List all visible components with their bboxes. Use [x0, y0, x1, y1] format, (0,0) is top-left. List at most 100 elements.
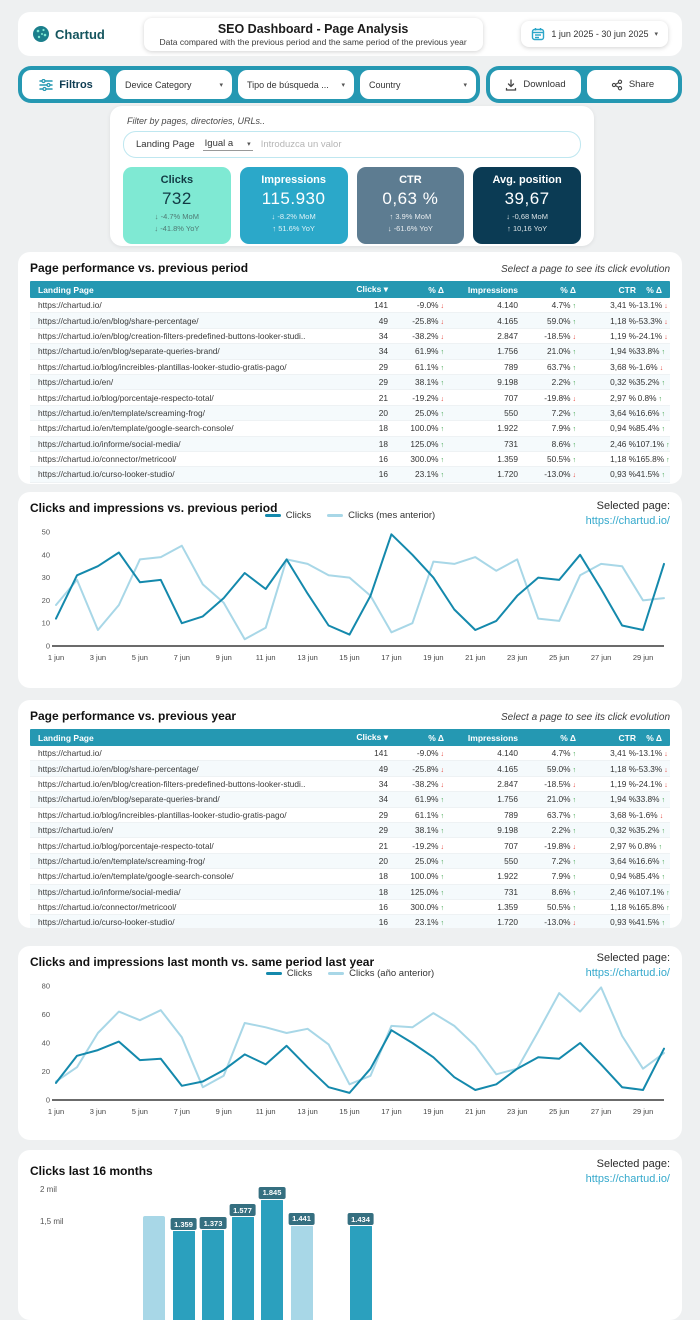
table-row[interactable]: https://chartud.io/connector/metricool/1… — [30, 900, 670, 916]
table-row[interactable]: https://chartud.io/informe/social-media/… — [30, 436, 670, 452]
arrow-up-icon: ↑ — [572, 812, 577, 820]
table-row[interactable]: https://chartud.io/curso-looker-studio/1… — [30, 915, 670, 928]
x-tick-label: 25 jun — [549, 1107, 569, 1116]
device-category-dropdown[interactable]: Device Category ▾ — [116, 70, 232, 99]
column-header[interactable]: CTR — [618, 284, 636, 295]
table-header-row[interactable]: Landing Page Clicks ▾ % Δ Impressions % Δ CTR… — [30, 281, 670, 298]
landing-page-input[interactable]: Introduzca un valor — [260, 139, 342, 150]
table-row[interactable]: https://chartud.io/en/template/screaming… — [30, 853, 670, 870]
chevron-down-icon: ▾ — [247, 140, 251, 148]
column-header[interactable]: Clicks ▾ — [356, 284, 388, 294]
table-row[interactable]: https://chartud.io/en/template/screaming… — [30, 405, 670, 422]
bar-value-label: 1.434 — [346, 1212, 375, 1227]
table-body: https://chartud.io/141 -9.0% ↓ 4.140 4.7% ↑ 3,… — [30, 746, 670, 928]
table-row[interactable]: https://chartud.io/en/template/google-se… — [30, 421, 670, 437]
x-tick-label: 5 jun — [132, 1107, 148, 1116]
table-row[interactable]: https://chartud.io/en/blog/share-percent… — [30, 761, 670, 777]
column-header[interactable]: Clicks ▾ — [356, 732, 388, 742]
landing-page-url: https://chartud.io/en/template/screaming… — [38, 855, 205, 866]
table-row[interactable]: https://chartud.io/en/blog/creation-filt… — [30, 777, 670, 793]
landing-page-url: https://chartud.io/en/blog/share-percent… — [38, 315, 199, 326]
column-header[interactable]: Landing Page — [38, 284, 94, 295]
legend-swatch-previous-year — [328, 971, 345, 975]
landing-page-url: https://chartud.io/blog/increibles-plant… — [38, 361, 287, 372]
arrow-up-icon: ↑ — [661, 858, 666, 866]
download-button[interactable]: Download — [490, 70, 581, 99]
arrow-up-icon: ↑ — [572, 364, 577, 372]
chart2-legend: Clicks Clicks (año anterior) — [30, 968, 670, 979]
selected-page-link[interactable]: https://chartud.io/ — [585, 515, 670, 527]
report-title-box: SEO Dashboard - Page Analysis Data compa… — [143, 17, 483, 51]
operator-dropdown[interactable]: Igual a ▾ — [202, 138, 253, 151]
column-header[interactable]: % Δ — [428, 732, 444, 743]
table-row[interactable]: https://chartud.io/informe/social-media/… — [30, 884, 670, 900]
table-row[interactable]: https://chartud.io/en/template/google-se… — [30, 869, 670, 885]
column-header[interactable]: Impressions — [467, 732, 518, 743]
table-row[interactable]: https://chartud.io/blog/increibles-plant… — [30, 808, 670, 823]
table-header-row[interactable]: Landing Page Clicks ▾ % Δ Impressions % Δ CTR… — [30, 729, 670, 746]
landing-page-url: https://chartud.io/blog/increibles-plant… — [38, 809, 287, 820]
line-chart-previous-period[interactable]: 0 10 20 30 40 50 1 jun 3 jun 5 jun 7 jun 9 jun 11 j… — [30, 526, 670, 678]
series-clicks — [55, 533, 665, 636]
date-range-picker[interactable]: 1 jun 2025 - 30 jun 2025 ▾ — [521, 21, 668, 47]
arrow-up-icon: ↑ — [572, 858, 577, 866]
table-row[interactable]: https://chartud.io/curso-looker-studio/1… — [30, 467, 670, 483]
arrow-up-icon: ↑ — [572, 303, 577, 311]
country-dropdown[interactable]: Country ▾ — [360, 70, 476, 99]
arrow-down-icon: ↓ — [572, 920, 577, 928]
column-header[interactable]: % Δ — [560, 284, 576, 295]
column-header[interactable]: CTR — [618, 732, 636, 743]
filtros-button[interactable]: Filtros — [22, 70, 110, 99]
landing-page-url: https://chartud.io/blog/porcentaje-respe… — [38, 840, 214, 851]
table-row[interactable]: https://chartud.io/blog/porcentaje-respe… — [30, 390, 670, 406]
selected-page-link[interactable]: https://chartud.io/ — [585, 1173, 670, 1185]
arrow-down-icon: ↓ — [440, 303, 445, 311]
legend-swatch-clicks — [265, 971, 282, 975]
table-row[interactable]: https://chartud.io/141 -9.0% ↓ 4.140 4.7% ↑ 3,… — [30, 298, 670, 314]
selected-page-link[interactable]: https://chartud.io/ — [585, 967, 670, 979]
table-row[interactable]: https://chartud.io/en/29 38.1% ↑ 9.198 2.2% ↑… — [30, 374, 670, 391]
x-tick-label: 7 jun — [174, 1107, 190, 1116]
landing-page-url: https://chartud.io/ — [38, 300, 102, 311]
landing-page-url: https://chartud.io/en/blog/separate-quer… — [38, 346, 220, 357]
arrow-down-icon: ↓ — [572, 395, 577, 403]
table-row[interactable]: https://chartud.io/141 -9.0% ↓ 4.140 4.7% ↑ 3,… — [30, 746, 670, 762]
table-row[interactable]: https://chartud.io/connector/metricool/1… — [30, 452, 670, 468]
column-header[interactable]: % Δ — [428, 284, 444, 295]
y-tick-label: 40 — [42, 550, 50, 559]
line-chart-previous-year[interactable]: 0 20 40 60 80 1 jun 3 jun 5 jun 7 jun 9 jun 11 jun… — [30, 980, 670, 1132]
actions-bar: Download Share — [486, 66, 682, 103]
filter-note: Filter by pages, directories, URLs.. — [127, 116, 266, 126]
sliders-icon — [39, 78, 53, 91]
column-header[interactable]: % Δ — [646, 284, 662, 295]
column-header[interactable]: % Δ — [560, 732, 576, 743]
landing-page-url: https://chartud.io/connector/metricool/ — [38, 902, 177, 913]
search-type-dropdown[interactable]: Tipo de búsqueda ... ▾ — [238, 70, 354, 99]
table-row[interactable]: https://chartud.io/en/blog/separate-quer… — [30, 344, 670, 360]
landing-page-url: https://chartud.io/en/ — [38, 825, 114, 836]
x-tick-label: 29 jun — [633, 1107, 653, 1116]
column-header[interactable]: Impressions — [467, 284, 518, 295]
bar-value-label: 1.373 — [198, 1216, 228, 1231]
table-row[interactable]: https://chartud.io/blog/porcentaje-respe… — [30, 838, 670, 854]
table-row[interactable]: https://chartud.io/en/blog/creation-filt… — [30, 329, 670, 345]
arrow-up-icon: ↑ — [440, 426, 445, 434]
table-row[interactable]: https://chartud.io/en/29 38.1% ↑ 9.198 2.2% ↑… — [30, 822, 670, 839]
column-header[interactable]: % Δ — [646, 732, 662, 743]
arrow-up-icon: ↑ — [440, 380, 445, 388]
bar-chart-area[interactable]: 2 mil 1,5 mil 1.359 1.373 1.577 1.845 1.441 1.4… — [18, 1150, 682, 1320]
arrow-up-icon: ↑ — [572, 318, 577, 326]
logo-text: Chartud — [55, 26, 105, 42]
table-row[interactable]: https://chartud.io/en/blog/separate-quer… — [30, 792, 670, 808]
arrow-up-icon: ↑ — [572, 457, 577, 465]
chevron-down-icon: ▾ — [341, 81, 345, 89]
table-row[interactable]: https://chartud.io/en/blog/share-percent… — [30, 313, 670, 329]
column-header[interactable]: Landing Page — [38, 732, 94, 743]
landing-page-url: https://chartud.io/informe/social-media/ — [38, 886, 181, 897]
top-header: Chartud SEO Dashboard - Page Analysis Da… — [18, 12, 682, 56]
arrow-down-icon: ↓ — [440, 781, 445, 789]
table-row[interactable]: https://chartud.io/en/data-source/tiktok… — [30, 483, 670, 484]
share-button[interactable]: Share — [587, 70, 678, 99]
table-row[interactable]: https://chartud.io/blog/increibles-plant… — [30, 360, 670, 375]
landing-page-url: https://chartud.io/en/blog/creation-filt… — [38, 778, 306, 789]
